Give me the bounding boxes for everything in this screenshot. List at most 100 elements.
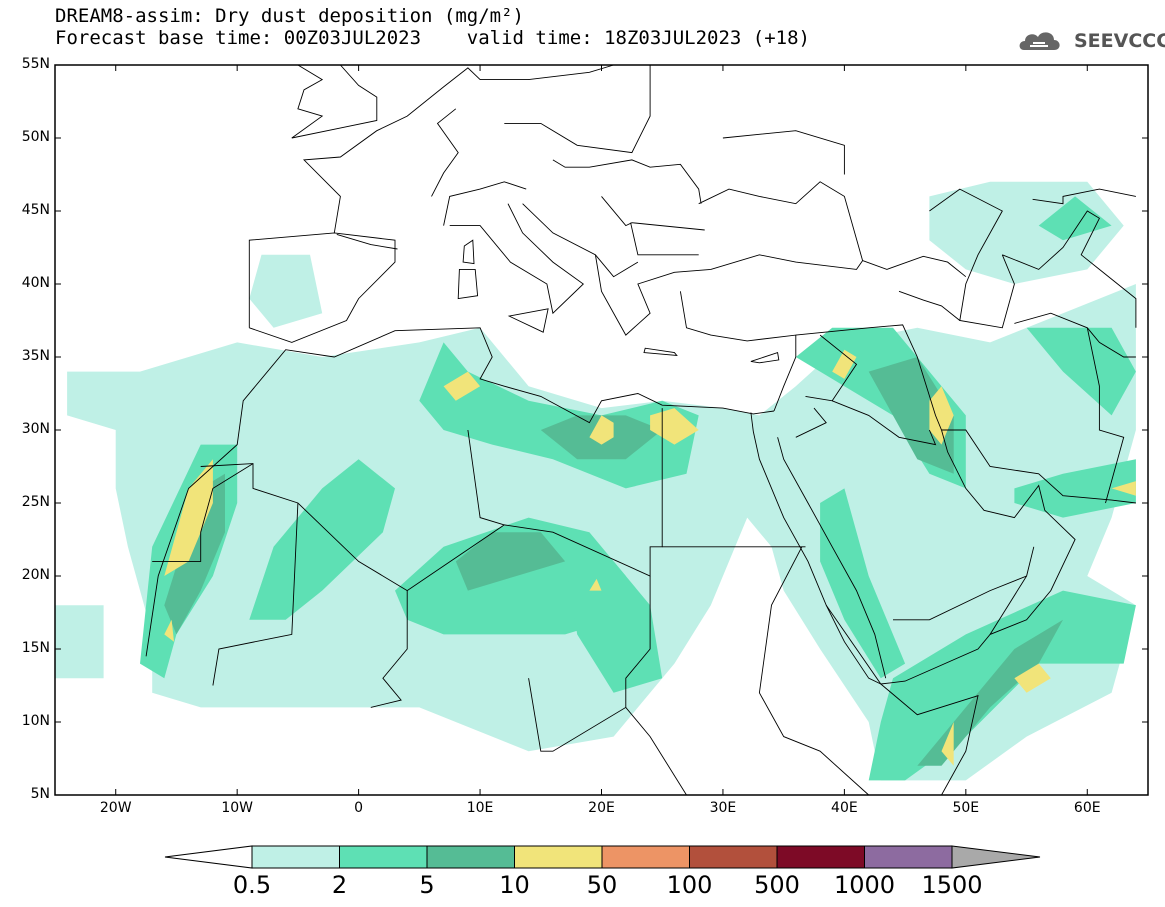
lat-tick-label: 40N [21,275,50,291]
lat-tick-label: 5N [30,786,50,802]
colorbar-label: 500 [754,871,800,899]
deposition-area [164,473,225,635]
boundary-line [1032,188,1136,205]
deposition-area [565,561,663,693]
colorbar-swatch [514,845,603,869]
boundary-line [528,678,687,796]
lon-tick-label: 0 [354,800,364,816]
colorbar-label: 2 [331,871,348,899]
boundary-line [752,429,1076,685]
boundary-line [898,290,961,321]
boundary-line [941,429,1136,504]
boundary-line [1086,327,1125,504]
deposition-area [1038,196,1112,241]
axis-ticks [55,64,1148,796]
boundary-line [929,188,1015,329]
boundary-line [832,400,937,446]
colorbar [164,845,1041,869]
deposition-area [589,415,614,445]
boundary-line [595,254,639,278]
deposition-area [1026,327,1136,416]
colorbar-swatch [776,845,865,869]
deposition-area [917,619,1063,766]
boundary-line [795,407,827,438]
boundary-line [291,64,324,139]
island-outline [457,268,479,300]
boundary-line [625,576,651,708]
island-outline [507,308,549,333]
deposition-area [1111,481,1136,496]
deposition-area [929,181,1124,284]
colorbar-label: 1500 [921,871,983,899]
boundary-line [893,546,1035,621]
boundary-line [698,181,864,261]
deposition-area [1014,663,1051,693]
boundary-line [805,334,858,402]
colorbar-label: 100 [666,871,713,899]
lon-tick-label: 10E [466,800,494,816]
colorbar-swatch [426,845,515,869]
boundary-line [248,232,396,343]
colorbar-label: 50 [586,871,618,899]
boundary-line [522,203,863,336]
lat-tick-label: 20N [21,567,50,583]
island-outline [643,347,678,357]
lon-tick-label: 40E [831,800,858,816]
boundary-line [200,408,663,592]
seevccc-logo-text: SEEVCCC [1074,30,1165,52]
island-outline [462,239,475,265]
colorbar-under-arrow [164,845,253,869]
lat-tick-label: 15N [21,640,50,656]
lat-tick-label: 45N [21,202,50,218]
lon-tick-label: 60E [1073,800,1101,816]
deposition-area [941,722,954,766]
deposition-area [455,532,566,591]
deposition-field-layer [55,181,1136,781]
lat-tick-label: 35N [21,348,50,364]
deposition-area [589,578,602,591]
boundary-line [212,502,299,686]
colorbar-swatch [251,845,340,869]
deposition-area [164,459,213,576]
lon-tick-label: 30E [709,800,737,816]
colorbar-swatch [864,845,953,869]
boundary-line [862,255,967,278]
colorbar-swatch [339,845,428,869]
lon-tick-label: 10W [221,800,253,816]
lon-tick-label: 50E [952,800,980,816]
deposition-area [249,254,323,328]
colorbar-label: 1000 [833,871,896,899]
boundary-line [880,683,979,796]
colorbar-label: 5 [419,871,435,899]
boundary-line [679,291,797,412]
boundary-line [291,64,378,139]
boundary-line [152,463,254,562]
colorbar-swatch [689,845,778,869]
boundary-line [467,429,505,526]
map-title: DREAM8-assim: Dry dust deposition (mg/m²… [55,5,524,27]
boundary-line [1014,312,1136,358]
deposition-area [443,371,481,401]
boundary-line [1002,210,1137,328]
deposition-area [832,349,857,379]
boundary-line [601,196,705,231]
boundary-line [449,203,585,315]
boundary-line [750,412,754,432]
lat-tick-label: 55N [21,56,50,72]
boundary-line [145,327,775,657]
boundary-line [630,222,699,256]
forecast-time-subtitle: Forecast base time: 00Z03JUL2023 valid t… [55,27,810,49]
deposition-area [164,619,174,642]
boundary-line [777,437,887,679]
boundary-line [302,64,614,233]
colorbar-swatch [601,845,690,869]
lat-tick-label: 25N [21,494,50,510]
lon-tick-label: 20E [588,800,615,816]
boundary-line [370,590,408,708]
colorbar-label: 10 [499,871,530,899]
coastline-border-layer [145,64,1137,796]
deposition-area [249,459,395,620]
lat-tick-label: 10N [21,713,50,729]
deposition-area [820,488,906,679]
boundary-line [504,65,651,154]
